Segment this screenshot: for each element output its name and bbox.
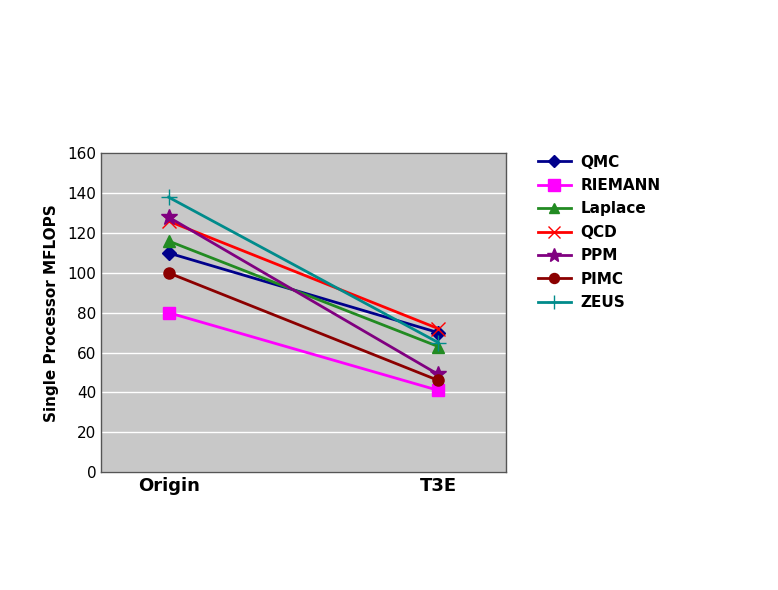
Laplace: [164, 237, 173, 244]
ZEUS: [433, 339, 443, 346]
Laplace: [433, 343, 443, 350]
QCD: [433, 325, 443, 332]
PIMC: [433, 377, 443, 384]
PIMC: [164, 269, 173, 276]
Text: Single Processor Performance Origin vs. T3E: Single Processor Performance Origin vs. …: [40, 64, 738, 92]
Y-axis label: Single Processor MFLOPS: Single Processor MFLOPS: [44, 204, 59, 422]
QCD: [164, 218, 173, 225]
Line: ZEUS: ZEUS: [161, 189, 446, 350]
Line: Laplace: Laplace: [163, 235, 443, 352]
PPM: [433, 371, 443, 378]
Line: QCD: QCD: [162, 214, 445, 336]
QMC: [164, 250, 173, 257]
ZEUS: [164, 194, 173, 201]
Text: SA: SA: [708, 554, 745, 578]
Legend: QMC, RIEMANN, Laplace, QCD, PPM, PIMC, ZEUS: QMC, RIEMANN, Laplace, QCD, PPM, PIMC, Z…: [538, 155, 661, 310]
Line: PIMC: PIMC: [163, 267, 443, 386]
Line: QMC: QMC: [163, 248, 443, 337]
RIEMANN: [433, 387, 443, 394]
Line: RIEMANN: RIEMANN: [163, 306, 444, 396]
QMC: [433, 329, 443, 336]
PPM: [164, 214, 173, 221]
Text: A Variety of Discipline Codes -: A Variety of Discipline Codes -: [152, 14, 626, 42]
RIEMANN: [164, 309, 173, 316]
Text: NC: NC: [646, 554, 685, 578]
Line: PPM: PPM: [160, 209, 447, 383]
